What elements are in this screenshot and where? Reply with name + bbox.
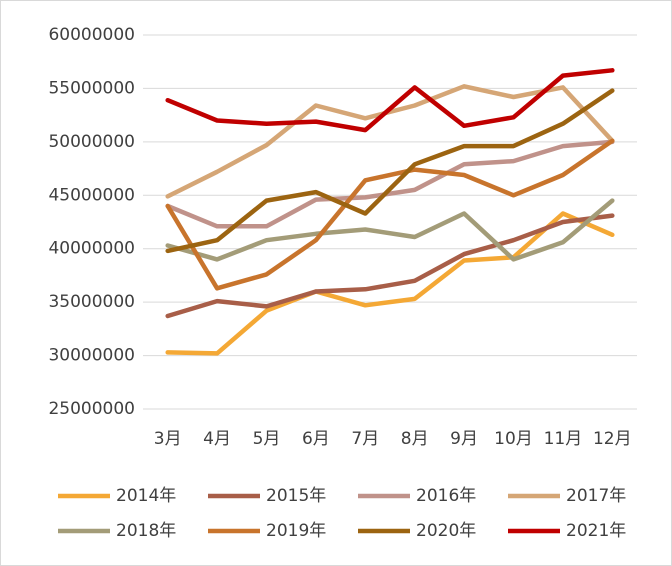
y-tick-label: 60000000: [48, 25, 135, 45]
legend-label: 2020年: [416, 521, 476, 541]
x-tick-label: 3月: [154, 429, 182, 449]
series-line: [165, 213, 615, 319]
x-tick-label: 12月: [593, 429, 632, 449]
x-tick-label: 4月: [203, 429, 231, 449]
legend-label: 2018年: [116, 521, 176, 541]
y-tick-label: 25000000: [48, 399, 135, 419]
y-tick-label: 35000000: [48, 292, 135, 312]
legend-label: 2017年: [566, 486, 626, 506]
x-tick-label: 6月: [302, 429, 330, 449]
series-line: [165, 211, 615, 356]
legend-label: 2021年: [566, 521, 626, 541]
series-line: [165, 88, 615, 254]
x-tick-label: 8月: [401, 429, 429, 449]
legend-label: 2014年: [116, 486, 176, 506]
x-tick-label: 7月: [351, 429, 379, 449]
y-tick-label: 40000000: [48, 239, 135, 259]
y-tick-label: 45000000: [48, 185, 135, 205]
legend-label: 2016年: [416, 486, 476, 506]
x-tick-label: 10月: [494, 429, 533, 449]
legend-label: 2019年: [266, 521, 326, 541]
y-tick-label: 30000000: [48, 346, 135, 366]
series-line: [165, 198, 615, 262]
series-line: [165, 138, 615, 291]
y-tick-label: 55000000: [48, 78, 135, 98]
series-line: [165, 139, 615, 229]
y-tick-label: 50000000: [48, 132, 135, 152]
legend-label: 2015年: [266, 486, 326, 506]
x-tick-label: 5月: [253, 429, 281, 449]
series-line: [165, 84, 615, 199]
series-line: [165, 68, 615, 133]
x-tick-label: 11月: [544, 429, 583, 449]
x-tick-label: 9月: [450, 429, 478, 449]
